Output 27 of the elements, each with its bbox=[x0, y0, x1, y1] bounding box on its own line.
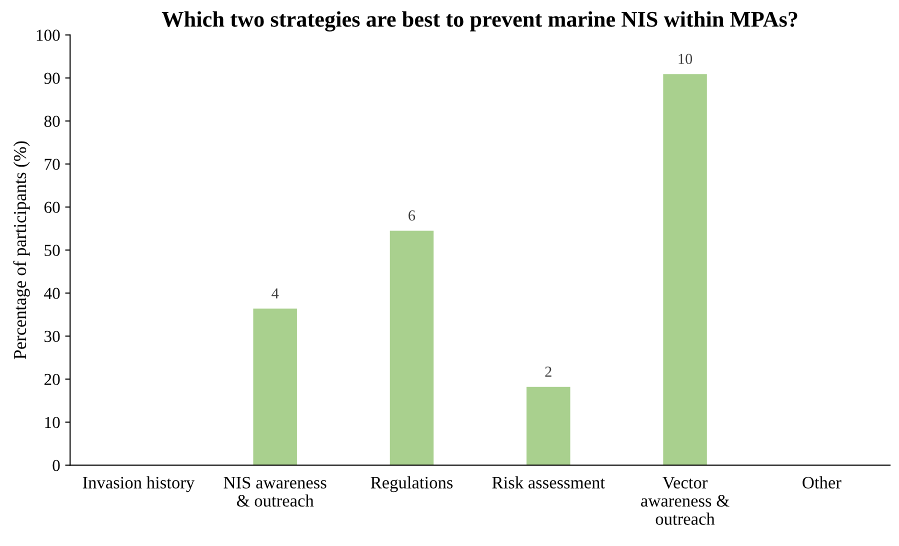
y-tick-label: 80 bbox=[44, 116, 60, 127]
bar bbox=[390, 230, 434, 466]
annotation: 10 bbox=[678, 54, 692, 64]
y-tick-label: 40 bbox=[44, 288, 60, 300]
annotation: 6 bbox=[408, 210, 416, 221]
x-tick-label: Invasion history bbox=[82, 476, 195, 492]
y-tick-label: 50 bbox=[44, 244, 60, 256]
bar bbox=[253, 308, 297, 466]
bar bbox=[526, 386, 570, 466]
y-axis-title: Percentage of participants (%) bbox=[13, 141, 30, 360]
x-tick-label: Risk assessment bbox=[492, 476, 605, 489]
x-tick-label: Regulations bbox=[370, 476, 453, 492]
y-tick-label: 20 bbox=[44, 374, 60, 386]
y-tick-label: 30 bbox=[44, 330, 60, 342]
y-tick-label: 70 bbox=[44, 158, 60, 170]
y-tick-label: 0 bbox=[52, 460, 60, 472]
chart-title: Which two strategies are best to prevent marine NIS within MPAs? bbox=[162, 11, 798, 32]
bar bbox=[663, 74, 707, 466]
x-tick-label: Other bbox=[802, 476, 842, 489]
y-tick-label: 10 bbox=[45, 416, 60, 428]
y-tick-label: 60 bbox=[44, 202, 60, 213]
annotation: 2 bbox=[545, 366, 552, 377]
x-tick-label: Vector awareness & outreach bbox=[641, 476, 730, 525]
y-tick-label: 90 bbox=[44, 72, 60, 84]
x-tick-label: NIS awareness & outreach bbox=[224, 476, 326, 507]
y-tick-label: 100 bbox=[36, 30, 60, 41]
annotation: 4 bbox=[272, 288, 279, 298]
